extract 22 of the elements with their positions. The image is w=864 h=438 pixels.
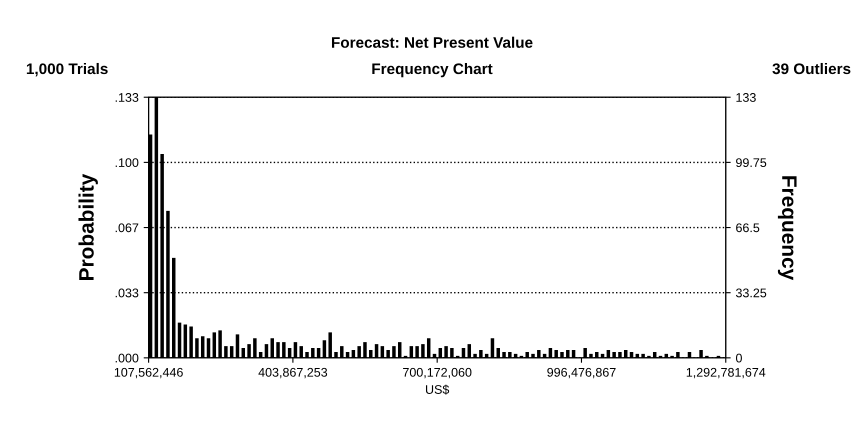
x-axis-title: US$ xyxy=(426,384,450,395)
y2-tick-label: 133 xyxy=(736,93,756,102)
text: 1,000 Trials xyxy=(26,62,108,76)
y-tick-label: .133 xyxy=(116,93,138,102)
chart-title: Forecast: Net Present Value xyxy=(332,36,533,48)
text: 39 Outliers xyxy=(772,62,850,74)
x-tick-label: 700,172,060 xyxy=(403,368,472,378)
y2-tick-label: 33.25 xyxy=(736,288,766,298)
x-tick-label: 996,476,867 xyxy=(547,368,616,378)
x-tick-label: 107,562,446 xyxy=(114,368,183,378)
y2-axis-title: Frequency xyxy=(778,176,797,280)
y-tick-label: .000 xyxy=(116,354,138,362)
y2-tick-label: 66.5 xyxy=(736,223,760,232)
y2-tick-label: 0 xyxy=(736,354,742,362)
x-tick-label: 1,292,781,674 xyxy=(686,368,766,378)
y-axis-title: Probability xyxy=(78,174,98,280)
y2-tick-label: 99.75 xyxy=(736,158,766,168)
y-tick-label: .033 xyxy=(116,288,138,298)
x-tick-label: 403,867,253 xyxy=(258,368,328,378)
y-tick-label: .100 xyxy=(116,158,138,168)
y-tick-label: .067 xyxy=(116,223,138,232)
chart-subtitle: Frequency Chart xyxy=(372,62,493,78)
